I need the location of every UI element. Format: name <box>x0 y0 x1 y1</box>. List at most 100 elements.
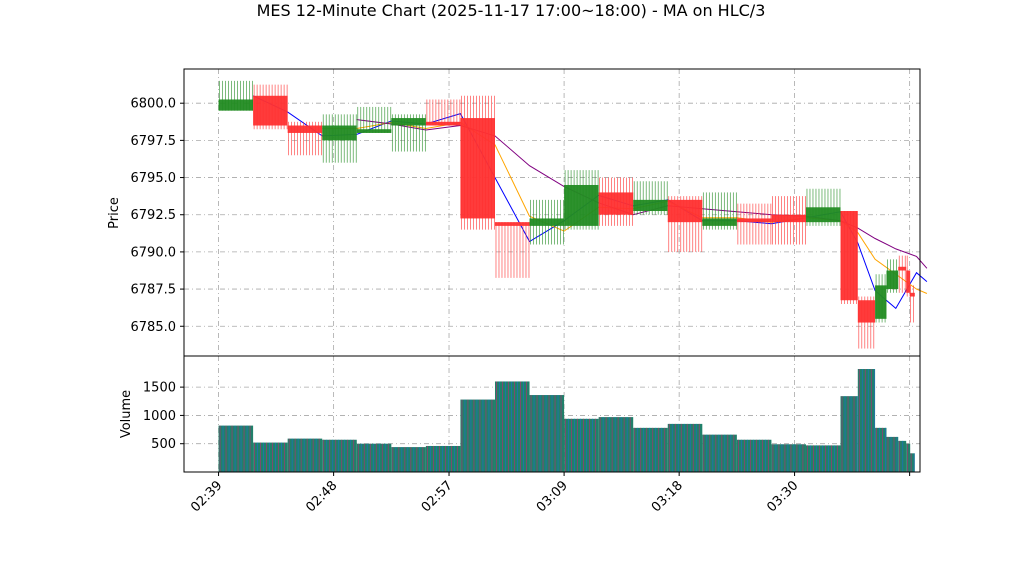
volume-bar <box>840 396 858 472</box>
volume-bar <box>460 399 495 472</box>
candle-body <box>906 270 911 293</box>
volume-y-axis: 500 1000 1500 <box>143 381 184 452</box>
volume-bar <box>771 444 806 472</box>
price-axis-label: Price <box>107 197 122 229</box>
candle-body <box>805 207 841 223</box>
candle <box>906 255 911 297</box>
volume-bar <box>886 436 899 472</box>
volume-bar <box>898 440 907 472</box>
volume-bar-fill <box>598 417 634 472</box>
x-tick-label: 03:09 <box>534 478 571 515</box>
volume-bar <box>564 418 599 472</box>
candle-body <box>529 218 565 226</box>
candle <box>425 99 461 126</box>
candle-body <box>909 292 915 297</box>
candle <box>886 259 899 293</box>
price-tick-label: 6795.0 <box>131 171 177 186</box>
volume-bar-fill <box>857 369 876 472</box>
candle <box>322 114 357 163</box>
candle <box>702 192 737 230</box>
candle-body <box>886 270 899 290</box>
candle <box>633 181 668 215</box>
candle <box>598 177 634 226</box>
volume-bar-fill <box>322 439 357 472</box>
candle-body <box>218 99 254 111</box>
x-tick-label: 02:48 <box>303 478 340 515</box>
volume-axis-label: Volume <box>119 390 134 438</box>
volume-bar-fill <box>564 418 599 472</box>
candle-body <box>771 214 806 223</box>
volume-bar-fill <box>736 439 772 472</box>
volume-bar <box>875 427 887 472</box>
candle-body <box>356 129 392 133</box>
candle-body <box>633 199 668 212</box>
volume-bar <box>667 423 703 472</box>
candle <box>736 203 772 245</box>
volume-bar-fill <box>906 443 911 472</box>
volume-bar <box>529 395 565 472</box>
candle <box>875 274 887 323</box>
volume-bar-fill <box>702 434 737 472</box>
volume-tick-label: 1000 <box>143 409 176 424</box>
candle-body <box>287 125 323 133</box>
price-tick-label: 6785.0 <box>131 320 177 335</box>
volume-bar-fill <box>425 445 461 472</box>
volume-bar <box>425 445 461 472</box>
volume-bar-fill <box>771 444 806 472</box>
candle-body <box>564 184 599 226</box>
candle-body <box>898 266 907 271</box>
candle-body <box>667 199 703 223</box>
volume-bar-fill <box>898 440 907 472</box>
volume-bar-fill <box>287 438 323 472</box>
candle <box>287 121 323 156</box>
volume-bar <box>391 447 426 472</box>
candle <box>840 211 858 304</box>
candle-body <box>840 211 858 301</box>
volume-tick-label: 1500 <box>143 381 176 396</box>
candle <box>218 80 254 111</box>
volume-bars <box>218 369 915 472</box>
candle-body <box>322 125 357 141</box>
volume-bar <box>494 381 530 472</box>
volume-bar <box>356 443 392 472</box>
chart-title: MES 12-Minute Chart (2025-11-17 17:00~18… <box>257 1 766 20</box>
candle <box>771 196 806 245</box>
volume-bar-fill <box>356 443 392 472</box>
candle-body <box>736 218 772 223</box>
volume-bar-fill <box>886 436 899 472</box>
price-candles <box>218 80 915 349</box>
candle-body <box>494 222 530 226</box>
volume-bar-fill <box>840 396 858 472</box>
candle-body <box>425 121 461 126</box>
x-tick-label: 03:30 <box>764 478 801 515</box>
volume-bar <box>736 439 772 472</box>
volume-bar-fill <box>218 425 254 472</box>
x-axis: 02:39 02:48 02:57 03:09 03:18 03:30 <box>188 472 911 515</box>
x-tick-label: 02:39 <box>188 478 225 515</box>
volume-bar-fill <box>391 447 426 472</box>
volume-bar-fill <box>909 453 915 472</box>
volume-bar <box>702 434 737 472</box>
volume-bar <box>598 417 634 472</box>
candle <box>898 255 907 293</box>
volume-bar <box>287 438 323 472</box>
volume-bar <box>906 443 911 472</box>
volume-tick-label: 500 <box>151 437 176 452</box>
candle-body <box>857 300 876 323</box>
volume-bar <box>218 425 254 472</box>
price-tick-label: 6787.5 <box>131 283 177 298</box>
candle <box>391 114 426 152</box>
candle <box>564 170 599 230</box>
volume-bar <box>805 445 841 472</box>
candle <box>529 199 565 245</box>
volume-bar-fill <box>633 427 668 472</box>
volume-bar-fill <box>460 399 495 472</box>
candle-body <box>875 285 887 319</box>
x-tick-label: 03:18 <box>649 478 686 515</box>
volume-bar-fill <box>805 445 841 472</box>
candle <box>667 196 703 252</box>
price-tick-label: 6792.5 <box>131 208 177 223</box>
candle <box>253 84 288 130</box>
